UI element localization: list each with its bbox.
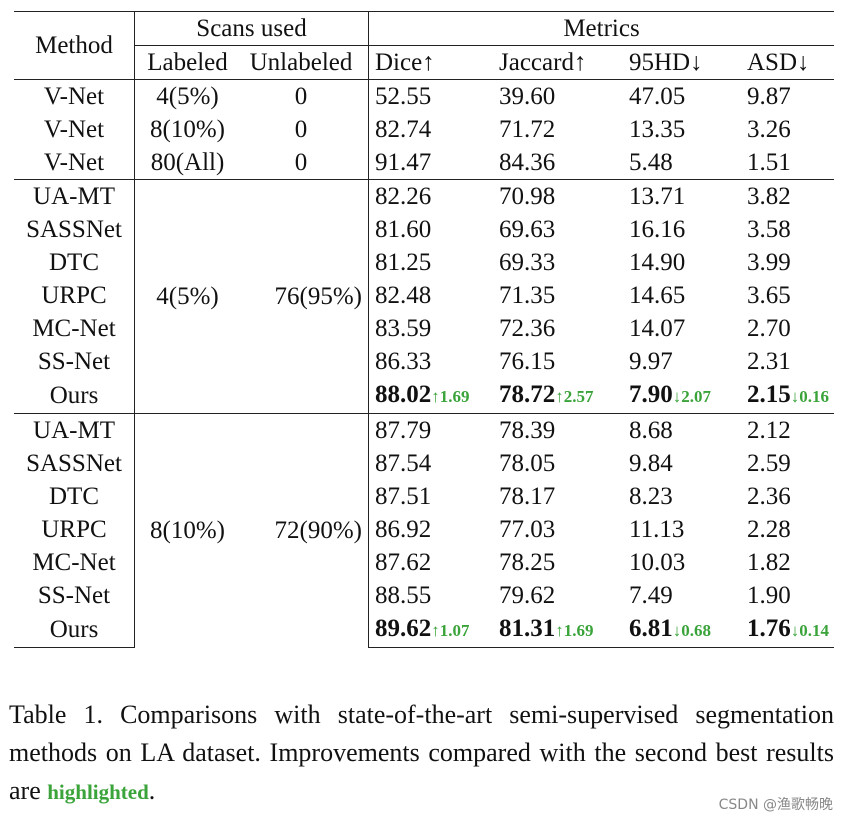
table-row: URPC 86.92 77.03 11.13 2.28	[14, 513, 834, 546]
table-row: SASSNet 81.60 69.63 16.16 3.58	[14, 213, 834, 246]
best-value: 78.72	[499, 381, 556, 408]
header-95hd: 95HD↓	[623, 45, 741, 80]
table-row: SASSNet 87.54 78.05 9.84 2.59	[14, 447, 834, 480]
best-value: 1.76	[747, 615, 791, 642]
table-row: DTC 87.51 78.17 8.23 2.36	[14, 480, 834, 513]
table-row: URPC 82.48 71.35 14.65 3.65	[14, 279, 834, 312]
improvement-badge: ↓0.14	[790, 621, 829, 640]
caption-end: .	[148, 776, 156, 805]
improvement-badge: ↓0.16	[790, 387, 829, 406]
header-jaccard: Jaccard↑	[493, 45, 623, 80]
best-value: 89.62	[375, 615, 432, 642]
header-metrics: Metrics	[368, 11, 834, 46]
best-value: 81.31	[499, 615, 556, 642]
group1-labeled: 4(5%)	[134, 179, 240, 414]
header-dice: Dice↑	[368, 45, 493, 80]
best-value: 88.02	[375, 381, 432, 408]
improvement-badge: ↑1.69	[431, 387, 470, 406]
group1-unlabeled: 76(95%)	[240, 179, 369, 414]
table-row: UA-MT 8(10%) 72(90%) 87.79 78.39 8.68 2.…	[14, 413, 834, 648]
table-row: MC-Net 87.62 78.25 10.03 1.82	[14, 546, 834, 579]
table-row: V-Net 8(10%) 0 82.74 71.72 13.35 3.26	[14, 113, 834, 146]
improvement-badge: ↓0.68	[672, 621, 711, 640]
watermark: CSDN @渔歌畅晚	[718, 797, 833, 813]
best-value: 2.15	[747, 381, 791, 408]
table-caption: Table 1. Comparisons with state-of-the-a…	[9, 696, 834, 811]
header-asd: ASD↓	[741, 45, 834, 80]
caption-highlight: highlighted	[47, 780, 149, 804]
table-row: SS-Net 86.33 76.15 9.97 2.31	[14, 345, 834, 378]
table-row-ours: Ours 89.62↑1.07 81.31↑1.69 6.81↓0.68 1.7…	[14, 612, 834, 648]
header-labeled: Labeled	[134, 45, 240, 80]
improvement-badge: ↑1.07	[431, 621, 470, 640]
caption-text: Table 1. Comparisons with state-of-the-a…	[9, 700, 834, 805]
table-row: V-Net 80(All) 0 91.47 84.36 5.48 1.51	[14, 146, 834, 180]
table-row: SS-Net 88.55 79.62 7.49 1.90	[14, 579, 834, 612]
header-unlabeled: Unlabeled	[240, 45, 369, 80]
improvement-badge: ↑2.57	[555, 387, 594, 406]
group2-labeled: 8(10%)	[134, 413, 240, 648]
improvement-badge: ↓2.07	[672, 387, 711, 406]
header-method: Method	[14, 11, 135, 80]
results-table: Method Scans used Metrics Labeled Unlabe…	[14, 11, 834, 648]
table-row: V-Net 4(5%) 0 52.55 39.60 47.05 9.87	[14, 79, 834, 113]
best-value: 6.81	[629, 615, 673, 642]
table-row: MC-Net 83.59 72.36 14.07 2.70	[14, 312, 834, 345]
group2-unlabeled: 72(90%)	[240, 413, 369, 648]
table-row-ours: Ours 88.02↑1.69 78.72↑2.57 7.90↓2.07 2.1…	[14, 378, 834, 414]
table-row: DTC 81.25 69.33 14.90 3.99	[14, 246, 834, 279]
improvement-badge: ↑1.69	[555, 621, 594, 640]
header-scans-used: Scans used	[134, 11, 369, 46]
best-value: 7.90	[629, 381, 673, 408]
table-row: UA-MT 4(5%) 76(95%) 82.26 70.98 13.71 3.…	[14, 179, 834, 414]
